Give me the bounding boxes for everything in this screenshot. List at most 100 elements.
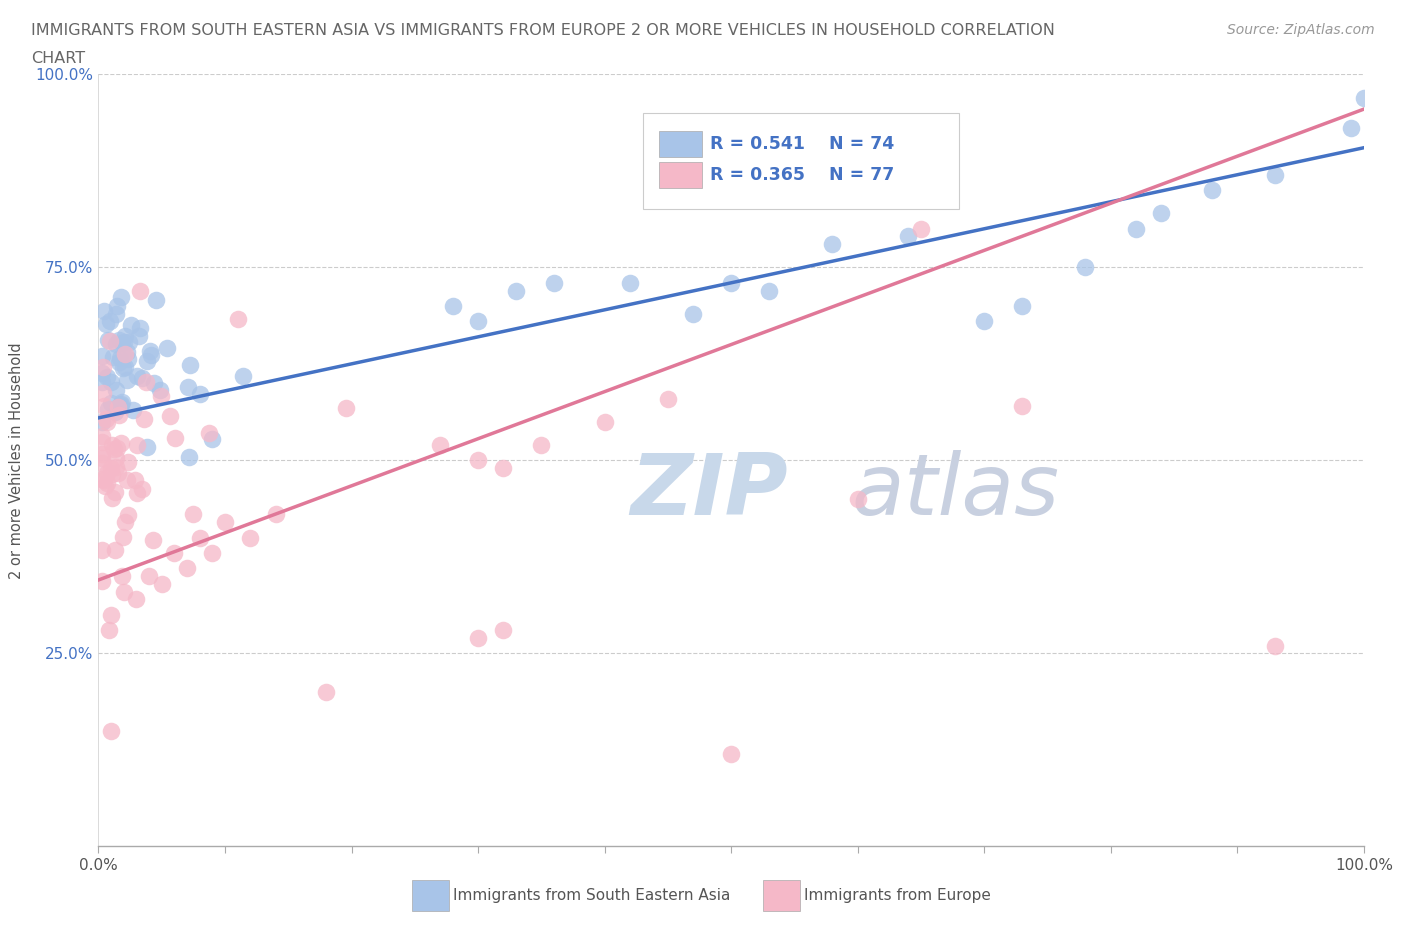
- Point: [91, 446, 114, 461]
- Point: [91, 428, 114, 443]
- Point: [201, 432, 224, 446]
- Point: [107, 466, 129, 481]
- Point: [129, 320, 152, 335]
- Point: [1264, 167, 1286, 182]
- Point: [720, 275, 742, 290]
- Point: [179, 450, 201, 465]
- Point: [97, 333, 120, 348]
- Point: [335, 401, 357, 416]
- Point: [98, 333, 121, 348]
- Point: [163, 546, 186, 561]
- Point: [135, 375, 157, 390]
- Point: [105, 299, 128, 313]
- Point: [98, 313, 121, 328]
- Point: [112, 584, 135, 599]
- Point: [100, 724, 122, 738]
- Point: [143, 376, 166, 391]
- Point: [91, 451, 114, 466]
- Point: [131, 482, 153, 497]
- Point: [135, 440, 157, 455]
- Point: [104, 459, 127, 474]
- Text: CHART: CHART: [31, 51, 84, 66]
- Text: atlas: atlas: [851, 450, 1059, 533]
- Point: [101, 438, 124, 453]
- Text: Source: ZipAtlas.com: Source: ZipAtlas.com: [1227, 23, 1375, 37]
- Point: [131, 370, 153, 385]
- Point: [91, 414, 114, 429]
- Point: [492, 623, 515, 638]
- Point: [163, 431, 186, 445]
- Point: [122, 403, 145, 418]
- Point: [114, 347, 136, 362]
- Text: R = 0.365    N = 77: R = 0.365 N = 77: [710, 166, 894, 184]
- Point: [129, 283, 152, 298]
- Point: [177, 379, 200, 394]
- Point: [145, 292, 167, 307]
- Point: [239, 530, 262, 545]
- Point: [505, 283, 527, 298]
- Point: [132, 412, 155, 427]
- Point: [115, 472, 138, 487]
- Y-axis label: 2 or more Vehicles in Household: 2 or more Vehicles in Household: [10, 342, 24, 578]
- Point: [181, 507, 204, 522]
- Point: [1264, 638, 1286, 653]
- Point: [96, 402, 118, 417]
- Point: [149, 383, 172, 398]
- Point: [125, 368, 148, 383]
- Point: [232, 368, 254, 383]
- Point: [101, 466, 124, 481]
- Point: [108, 332, 131, 347]
- Point: [138, 343, 160, 358]
- Point: [117, 508, 139, 523]
- Point: [117, 352, 139, 366]
- Text: Immigrants from South Eastern Asia: Immigrants from South Eastern Asia: [453, 888, 730, 903]
- Point: [138, 568, 160, 584]
- Point: [96, 415, 118, 430]
- Point: [91, 472, 114, 487]
- Point: [93, 473, 115, 488]
- Point: [530, 437, 553, 452]
- Point: [159, 408, 181, 423]
- Point: [1074, 259, 1097, 275]
- Point: [91, 434, 114, 449]
- Point: [758, 283, 780, 298]
- Point: [846, 491, 869, 506]
- Point: [429, 437, 451, 452]
- Point: [492, 460, 515, 475]
- FancyBboxPatch shape: [659, 162, 702, 188]
- Point: [108, 397, 131, 412]
- Point: [101, 491, 124, 506]
- Point: [1011, 299, 1033, 313]
- Point: [104, 405, 127, 419]
- FancyBboxPatch shape: [763, 880, 800, 911]
- Point: [136, 354, 159, 369]
- Point: [104, 337, 127, 352]
- Point: [107, 399, 129, 414]
- Point: [112, 335, 135, 350]
- Point: [91, 573, 114, 588]
- Point: [110, 351, 132, 365]
- FancyBboxPatch shape: [659, 131, 702, 157]
- Point: [111, 529, 134, 544]
- Point: [139, 348, 162, 363]
- Point: [176, 561, 198, 576]
- Point: [100, 607, 122, 622]
- Point: [91, 360, 114, 375]
- Point: [315, 684, 337, 699]
- Point: [115, 344, 138, 359]
- Point: [111, 395, 134, 410]
- Point: [94, 478, 117, 493]
- Text: Immigrants from Europe: Immigrants from Europe: [804, 888, 991, 903]
- Point: [107, 400, 129, 415]
- Point: [91, 455, 114, 470]
- Point: [96, 369, 118, 384]
- Point: [108, 407, 131, 422]
- Point: [1201, 183, 1223, 198]
- Point: [214, 514, 236, 529]
- Point: [682, 306, 704, 321]
- Point: [201, 546, 224, 561]
- Point: [441, 299, 464, 313]
- Point: [226, 312, 249, 326]
- Point: [91, 542, 114, 557]
- Point: [142, 532, 165, 547]
